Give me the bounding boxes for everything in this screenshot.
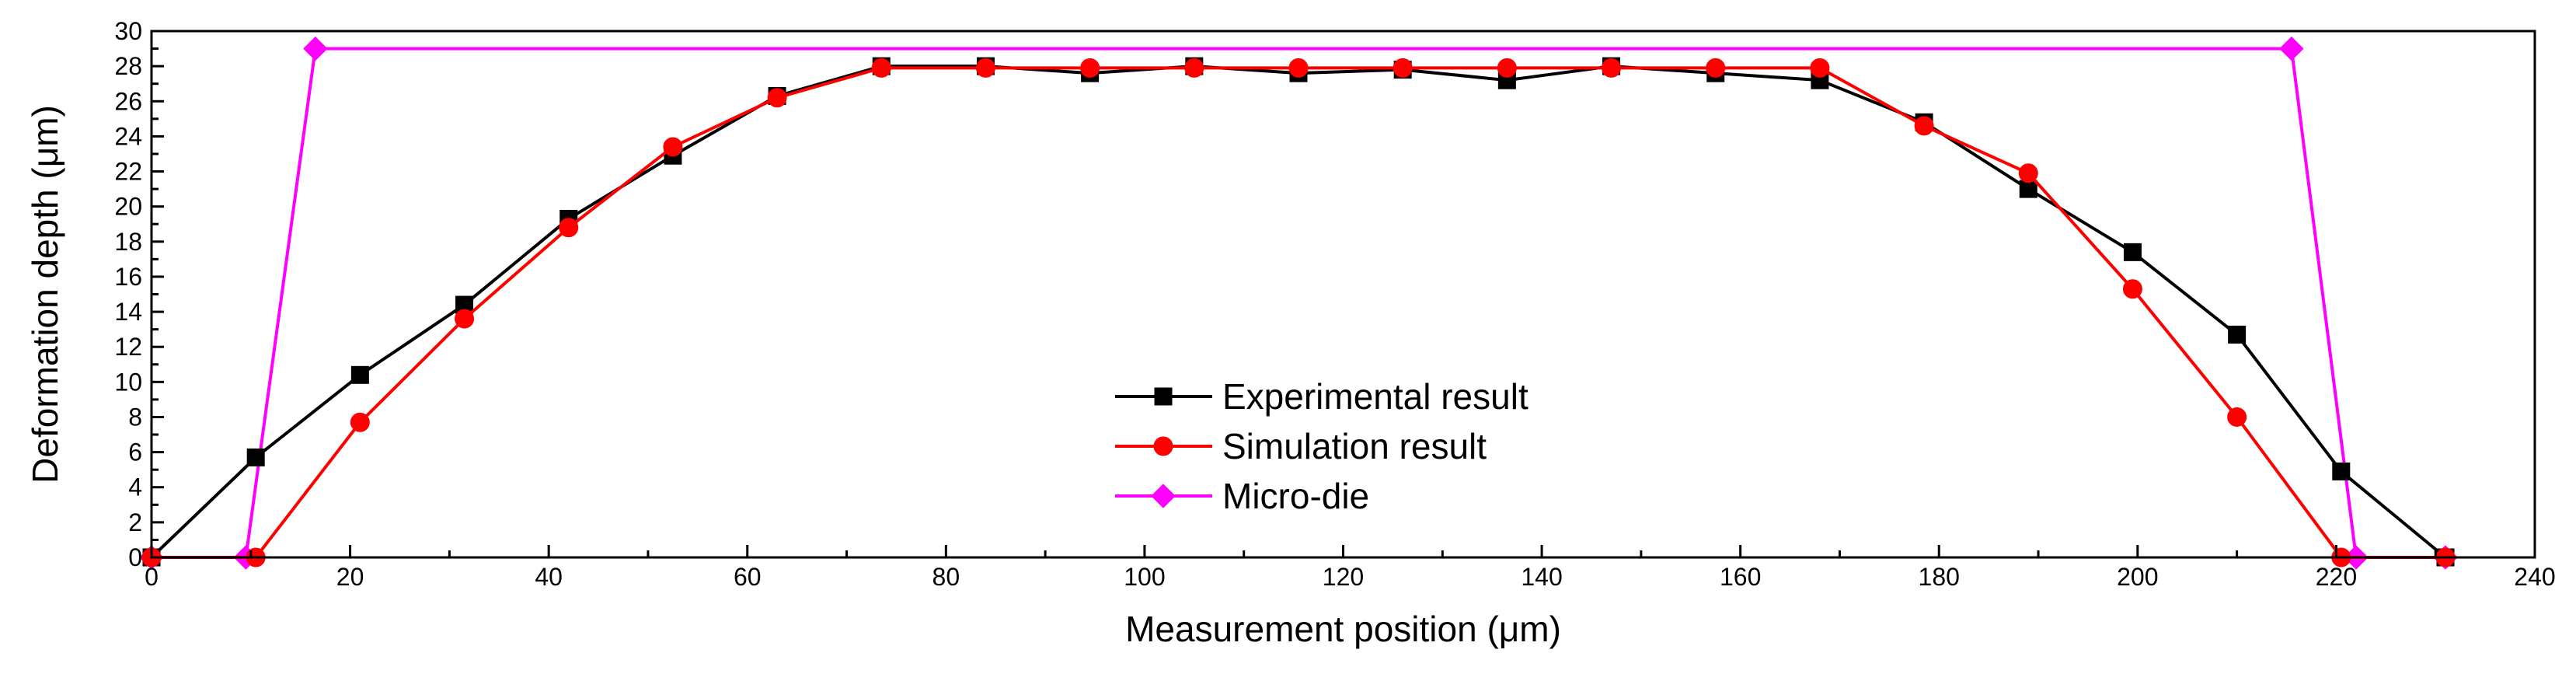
x-tick-label: 100 xyxy=(1124,563,1165,591)
y-tick-label: 20 xyxy=(114,193,142,221)
y-axis-title: Deformation depth (μm) xyxy=(25,105,65,484)
data-point-simulation-result xyxy=(1914,116,1934,136)
data-point-simulation-result xyxy=(1288,58,1309,78)
data-point-experimental-result xyxy=(350,365,369,384)
y-tick-label: 14 xyxy=(114,298,142,326)
legend-marker-micro-die xyxy=(1151,484,1176,508)
x-tick-label: 160 xyxy=(1720,563,1761,591)
y-tick-label: 6 xyxy=(128,438,142,466)
x-tick-label: 60 xyxy=(734,563,762,591)
legend: Experimental result Simulation result Micr… xyxy=(1115,376,1529,516)
data-point-simulation-result xyxy=(663,137,683,157)
legend-label: Experimental result xyxy=(1222,376,1529,417)
legend-item-micro-die: Micro-die xyxy=(1115,476,1369,516)
plot-area xyxy=(139,36,2458,570)
data-point-simulation-result xyxy=(1080,58,1100,78)
data-point-simulation-result xyxy=(1706,58,1726,78)
data-point-experimental-result xyxy=(2019,180,2037,198)
x-tick-label: 80 xyxy=(932,563,960,591)
data-point-simulation-result xyxy=(1602,58,1622,78)
x-tick-label: 180 xyxy=(1919,563,1960,591)
legend-item-simulation-result: Simulation result xyxy=(1115,426,1487,466)
y-tick-label: 26 xyxy=(114,87,142,115)
data-point-simulation-result xyxy=(871,58,891,78)
data-point-experimental-result xyxy=(2123,243,2142,261)
data-point-experimental-result xyxy=(2332,462,2351,480)
data-point-micro-die xyxy=(303,36,328,61)
y-tick-label: 22 xyxy=(114,158,142,186)
data-point-micro-die xyxy=(2279,36,2304,61)
legend-marker-simulation-result xyxy=(1153,436,1173,456)
legend-marker-experimental-result xyxy=(1154,387,1173,406)
data-point-simulation-result xyxy=(1497,58,1517,78)
x-tick-label: 140 xyxy=(1521,563,1562,591)
legend-label: Micro-die xyxy=(1222,476,1369,516)
y-tick-label: 30 xyxy=(114,17,142,45)
data-point-simulation-result xyxy=(1810,58,1830,78)
x-axis-title: Measurement position (μm) xyxy=(1125,609,1561,649)
legend-label: Simulation result xyxy=(1222,426,1487,466)
x-tick-label: 240 xyxy=(2514,563,2555,591)
data-point-simulation-result xyxy=(2122,279,2142,299)
x-tick-label: 40 xyxy=(535,563,563,591)
data-point-simulation-result xyxy=(975,58,995,78)
y-tick-label: 18 xyxy=(114,228,142,256)
data-point-simulation-result xyxy=(2018,163,2038,183)
y-tick-label: 12 xyxy=(114,333,142,361)
y-tick-label: 8 xyxy=(128,403,142,431)
x-tick-label: 200 xyxy=(2117,563,2158,591)
data-point-simulation-result xyxy=(1393,58,1413,78)
y-tick-label: 16 xyxy=(114,263,142,291)
data-point-simulation-result xyxy=(1184,58,1204,78)
data-point-simulation-result xyxy=(2227,407,2247,427)
data-point-experimental-result xyxy=(246,448,265,466)
y-tick-label: 0 xyxy=(128,543,142,571)
data-point-simulation-result xyxy=(350,412,370,432)
x-tick-label: 20 xyxy=(336,563,364,591)
legend-item-experimental-result: Experimental result xyxy=(1115,376,1529,417)
x-axis: 0 20 40 60 80 100 120 140 160 180 200 220 240 xyxy=(145,545,2556,591)
y-tick-label: 4 xyxy=(128,473,142,501)
x-tick-label: 120 xyxy=(1323,563,1364,591)
y-tick-label: 2 xyxy=(128,508,142,536)
y-tick-label: 10 xyxy=(114,368,142,396)
data-point-experimental-result xyxy=(2228,325,2247,344)
data-point-simulation-result xyxy=(559,218,579,238)
series-layer xyxy=(139,36,2458,570)
series-simulation-result xyxy=(141,58,2456,568)
data-point-simulation-result xyxy=(455,309,475,329)
data-point-simulation-result xyxy=(767,88,787,108)
x-tick-label: 0 xyxy=(145,563,159,591)
y-tick-label: 28 xyxy=(114,52,142,80)
x-tick-label: 220 xyxy=(2316,563,2357,591)
y-tick-label: 24 xyxy=(114,122,142,150)
